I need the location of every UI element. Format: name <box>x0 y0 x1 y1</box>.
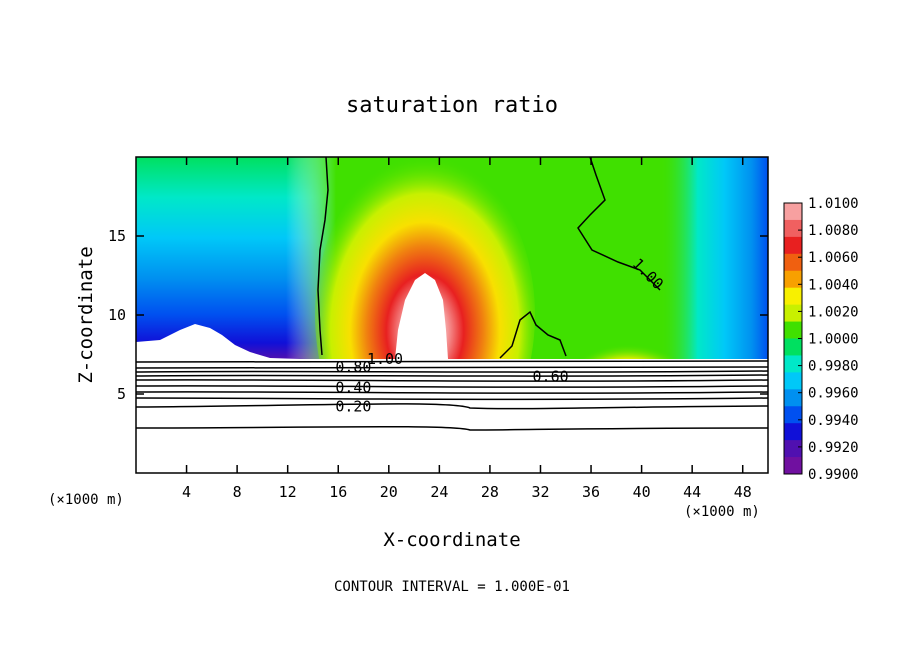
x-axis-label: X-coordinate <box>383 529 520 551</box>
field-right-dry-region <box>660 157 768 359</box>
colorbar-swatch <box>784 236 802 255</box>
colorbar-swatch <box>784 457 802 475</box>
contour-0-70 <box>135 374 769 377</box>
colorbar-swatch <box>784 287 802 306</box>
contour-0-10 <box>135 425 769 431</box>
x-tick-label: 20 <box>380 483 398 501</box>
y-axis-label: Z-coordinate <box>75 246 97 383</box>
x-tick-label: 44 <box>683 483 701 501</box>
colorbar-swatch <box>784 304 802 323</box>
contour-0-30 <box>135 397 769 401</box>
x-tick-label: 28 <box>481 483 499 501</box>
y-tick-label: 15 <box>108 227 126 245</box>
contour-0-80 <box>135 370 769 373</box>
contour-0-40 <box>135 391 769 394</box>
colorbar-swatch <box>784 338 802 356</box>
contour-0-90 <box>135 366 769 369</box>
contour-0-50 <box>135 385 769 388</box>
colorbar-swatch <box>784 372 802 390</box>
colorbar-label: 0.9920 <box>808 440 859 456</box>
colorbar-label: 1.0100 <box>808 196 859 212</box>
colorbar-swatch <box>784 219 802 238</box>
x-tick-label: 4 <box>182 483 191 501</box>
contour-label: 0.80 <box>335 358 371 376</box>
field-below-cloud-base <box>136 359 768 473</box>
colorbar-swatch <box>784 389 802 407</box>
contour-1-00-mid <box>499 310 567 359</box>
colorbar-swatch <box>784 203 802 221</box>
y-axis: 5 10 15 <box>108 227 768 403</box>
contour-label: 0.40 <box>335 379 371 397</box>
x-tick-label: 32 <box>531 483 549 501</box>
colorbar-label: 0.9980 <box>808 359 859 375</box>
colorbar-swatch <box>784 406 802 424</box>
contour-interval-note: CONTOUR INTERVAL = 1.000E-01 <box>334 579 570 595</box>
x-tick-label: 16 <box>329 483 347 501</box>
x-unit-label-right: (×1000 m) <box>684 504 760 520</box>
contour-1-00-left <box>317 156 329 356</box>
colorbar-swatch <box>784 321 802 339</box>
colorbar-swatch <box>784 440 802 458</box>
x-tick-label: 48 <box>734 483 752 501</box>
colorbar: 1.0100 1.0080 1.0060 1.0040 1.0020 1.0000 0.99… <box>783 196 859 483</box>
x-tick-label: 12 <box>279 483 297 501</box>
colorbar-swatch <box>784 270 802 289</box>
contour-label: 1.00 <box>367 350 403 368</box>
contour-lines <box>135 156 769 431</box>
contour-1-00-right <box>577 156 661 291</box>
colorbar-swatch <box>784 355 802 373</box>
field-cloud-core <box>395 273 448 359</box>
contour-label: 0.20 <box>335 398 371 416</box>
contour-label: 0.60 <box>533 368 569 386</box>
colorbar-swatch <box>784 423 802 441</box>
plot-area <box>136 157 768 473</box>
x-tick-label: 40 <box>633 483 651 501</box>
colorbar-label: 1.0060 <box>808 250 859 266</box>
contour-cloud-base <box>135 360 769 363</box>
y-tick-label: 5 <box>117 385 126 403</box>
colorbar-label: 1.0080 <box>808 223 859 239</box>
colorbar-label: 0.9960 <box>808 386 859 402</box>
x-tick-label: 24 <box>430 483 448 501</box>
x-tick-label: 8 <box>233 483 242 501</box>
colorbar-label: 0.9900 <box>808 467 859 483</box>
chart-title: saturation ratio <box>346 93 558 118</box>
colorbar-label: 1.0000 <box>808 332 859 348</box>
y-tick-label: 10 <box>108 306 126 324</box>
field-left-transition <box>136 157 336 359</box>
colorbar-swatch <box>784 253 802 272</box>
x-unit-label-left: (×1000 m) <box>48 492 124 508</box>
x-tick-label: 36 <box>582 483 600 501</box>
colorbar-label: 1.0020 <box>808 304 859 320</box>
colorbar-label: 1.0040 <box>808 277 859 293</box>
x-axis: 4 8 12 16 20 24 28 32 36 40 44 48 <box>182 157 752 501</box>
contour-0-20 <box>135 403 769 410</box>
contour-0-60 <box>135 379 769 382</box>
field-left-bumps <box>136 324 300 359</box>
colorbar-label: 0.9940 <box>808 413 859 429</box>
